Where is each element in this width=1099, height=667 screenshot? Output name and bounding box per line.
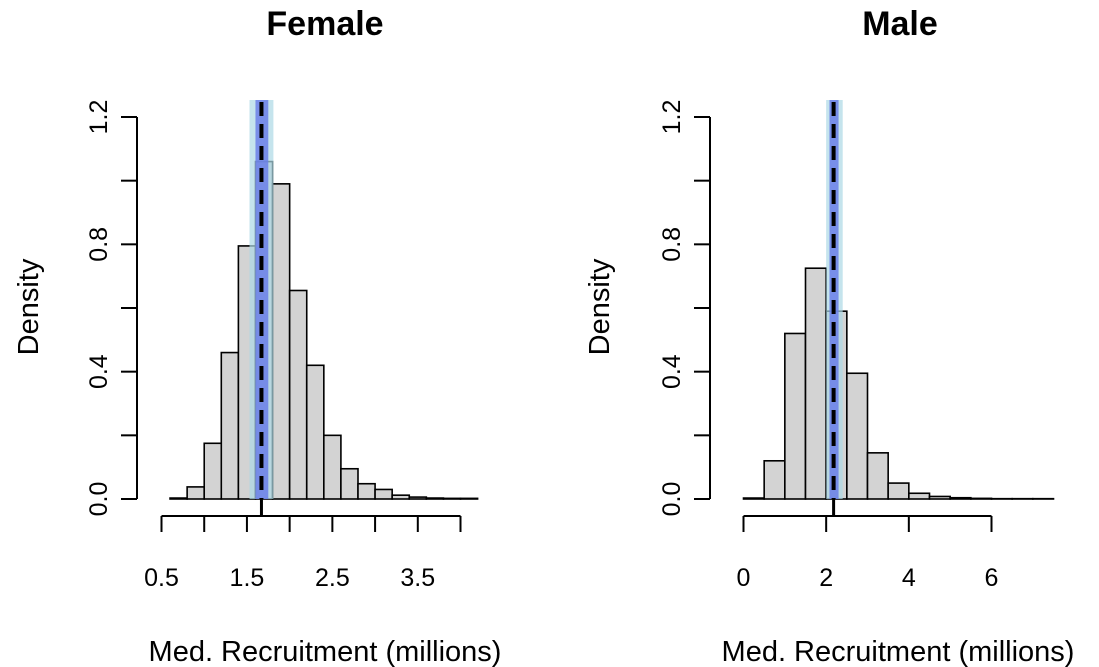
x-tick-label: 4 <box>902 564 916 592</box>
y-tick-label: 0.8 <box>658 227 686 262</box>
x-tick-label: 2 <box>819 564 833 592</box>
histogram-bar <box>763 459 786 500</box>
y-axis-title: Density <box>584 258 616 355</box>
histogram-bar <box>391 494 411 500</box>
histogram-bar <box>169 497 188 500</box>
histogram-bar <box>357 482 376 500</box>
x-tick-label: 0.5 <box>144 564 179 592</box>
y-tick-label: 0.4 <box>85 354 113 389</box>
histogram-bar <box>928 495 951 500</box>
y-tick-label: 1.2 <box>658 100 686 135</box>
histogram-bar <box>323 434 342 500</box>
plot-area: 0.0 0.4 0.8 1.2 0.5 1.5 2.5 3.5 <box>85 100 479 592</box>
histogram-bar <box>908 492 931 500</box>
y-tick-label: 0.8 <box>85 227 113 262</box>
histogram-bar <box>846 372 869 500</box>
panel-title: Female <box>266 5 383 43</box>
histogram-bar <box>970 497 993 500</box>
y-tick-label: 1.2 <box>85 100 113 135</box>
inner-interval-band <box>255 100 269 499</box>
plot-area: 0.0 0.4 0.8 1.2 0 2 4 6 <box>658 100 1055 592</box>
histogram-bar <box>804 267 827 500</box>
histogram-bar <box>408 496 428 500</box>
histogram-bar <box>742 497 765 500</box>
inner-interval-band <box>829 100 839 499</box>
histogram-bar <box>784 332 807 500</box>
y-tick-label: 0.0 <box>85 482 113 517</box>
histogram-bar <box>374 488 393 500</box>
histogram-bar <box>459 497 479 500</box>
x-tick-label: 6 <box>985 564 999 592</box>
x-axis-title: Med. Recruitment (millions) <box>149 636 502 667</box>
panel-female: Female Density Med. Recruitment (million… <box>13 5 501 667</box>
histogram-bar <box>203 442 223 500</box>
x-axis-title: Med. Recruitment (millions) <box>722 636 1075 667</box>
panel-title: Male <box>862 5 938 43</box>
histogram-bar <box>949 496 972 500</box>
panel-male: Male Density Med. Recruitment (millions)… <box>584 5 1074 667</box>
x-tick-label: 3.5 <box>400 564 435 592</box>
histogram-bar <box>271 183 291 500</box>
x-tick-label: 2.5 <box>315 564 350 592</box>
histogram-bar <box>442 497 462 500</box>
histogram-bar <box>305 364 325 500</box>
histogram-bar <box>220 351 240 500</box>
y-tick-label: 0.0 <box>658 482 686 517</box>
histogram-bar <box>866 452 889 500</box>
histogram-bar <box>425 497 445 500</box>
histogram-bar <box>887 482 910 500</box>
histogram-bar <box>288 289 308 500</box>
histogram-bar <box>340 467 359 500</box>
x-tick-label: 1.5 <box>230 564 265 592</box>
histogram-bar <box>186 486 206 500</box>
x-tick-label: 0 <box>737 564 751 592</box>
y-axis-title: Density <box>13 258 45 355</box>
y-tick-label: 0.4 <box>658 354 686 389</box>
